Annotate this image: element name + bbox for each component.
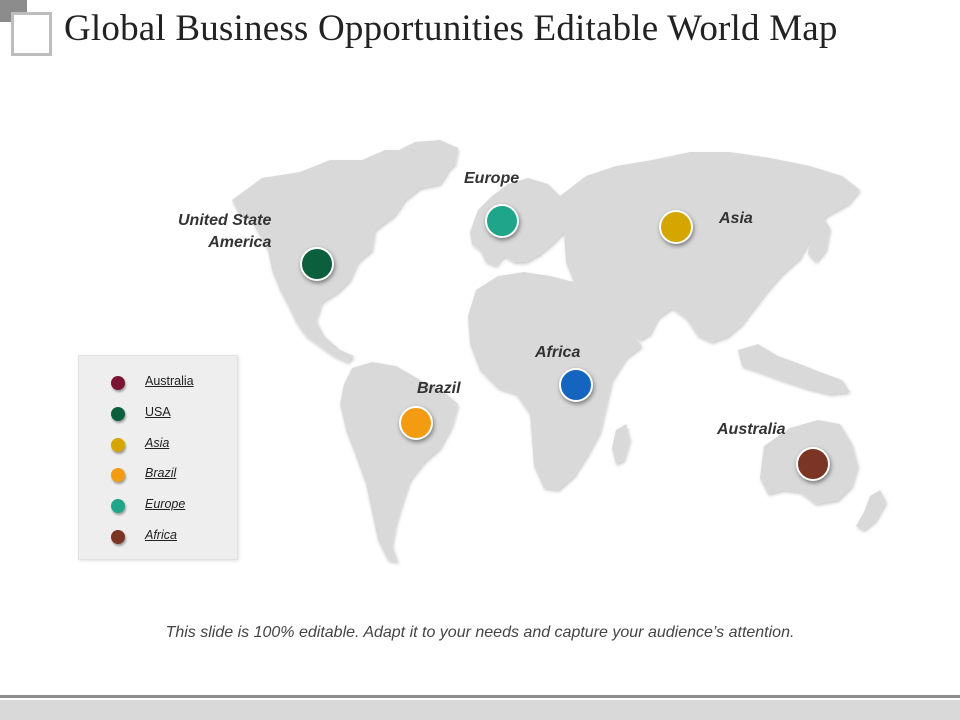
africa-label: Africa: [535, 344, 581, 361]
legend-dot-africa: [111, 530, 125, 544]
asia-label: Asia: [719, 210, 753, 227]
usa-label-line1: United State: [178, 212, 272, 229]
brazil-marker[interactable]: [399, 406, 433, 440]
legend-dot-brazil: [111, 468, 125, 482]
legend-label-asia[interactable]: Asia: [145, 436, 170, 450]
japan-landmass: [808, 216, 830, 262]
africa-marker[interactable]: [559, 368, 593, 402]
legend-label-europe[interactable]: Europe: [145, 497, 186, 511]
asia-marker[interactable]: [659, 210, 693, 244]
europe-marker[interactable]: [485, 204, 519, 238]
new-zealand-landmass: [856, 490, 886, 530]
legend-box: Australia USA Asia Brazil Europe Africa: [78, 355, 238, 560]
usa-marker[interactable]: [300, 247, 334, 281]
greenland-landmass: [395, 140, 458, 186]
legend-dot-europe: [111, 499, 125, 513]
australia-marker[interactable]: [796, 447, 830, 481]
legend-dot-usa: [111, 407, 125, 421]
legend-item-asia: Asia: [79, 435, 239, 455]
asia-landmass: [560, 152, 860, 342]
footer-note: This slide is 100% editable. Adapt it to…: [165, 624, 795, 641]
legend-item-brazil: Brazil: [79, 465, 239, 485]
legend-dot-australia: [111, 376, 125, 390]
legend-item-australia: Australia: [79, 373, 239, 393]
africa-landmass: [468, 272, 642, 490]
europe-landmass: [470, 178, 568, 266]
brazil-label: Brazil: [417, 380, 461, 397]
usa-label: United State America: [178, 210, 271, 254]
legend-item-africa: Africa: [79, 527, 239, 547]
corner-decoration: [0, 0, 60, 60]
southeast-asia-islands: [738, 344, 850, 394]
usa-label-line2: America: [208, 234, 272, 251]
legend-label-australia[interactable]: Australia: [145, 374, 194, 388]
bottom-divider: [0, 695, 960, 698]
europe-label: Europe: [464, 170, 520, 187]
north-america-landmass: [232, 150, 448, 362]
legend-item-usa: USA: [79, 404, 239, 424]
madagascar-landmass: [612, 424, 630, 464]
page-title: Global Business Opportunities Editable W…: [64, 8, 838, 49]
corner-square-outline: [11, 12, 52, 56]
legend-label-brazil[interactable]: Brazil: [145, 466, 177, 480]
australia-label: Australia: [717, 421, 786, 438]
legend-dot-asia: [111, 438, 125, 452]
legend-label-africa[interactable]: Africa: [145, 528, 177, 542]
bottom-band: [0, 700, 960, 720]
legend-label-usa[interactable]: USA: [145, 405, 171, 419]
legend-item-europe: Europe: [79, 496, 239, 516]
